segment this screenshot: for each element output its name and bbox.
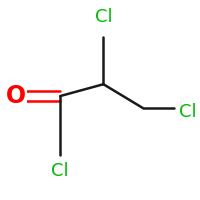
Text: O: O [6, 84, 26, 108]
Text: Cl: Cl [51, 162, 69, 180]
Text: Cl: Cl [179, 103, 197, 121]
Text: Cl: Cl [95, 8, 112, 26]
